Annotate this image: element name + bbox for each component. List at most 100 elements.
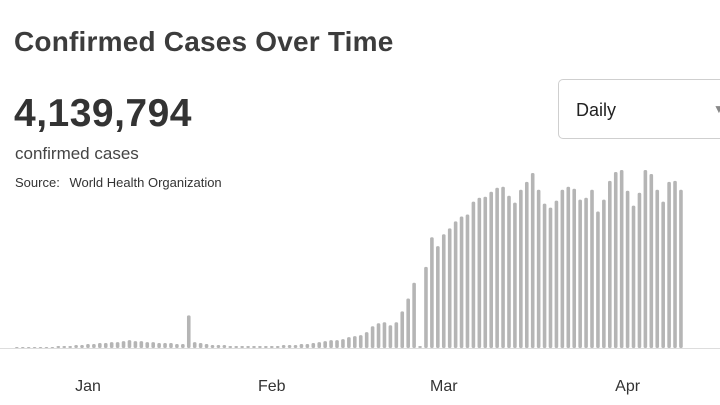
bar-17 <box>115 342 120 348</box>
bar-43 <box>269 346 274 348</box>
bar-45 <box>281 345 286 348</box>
bar-71 <box>436 246 440 348</box>
x-tick-label-jan: Jan <box>75 378 101 395</box>
bar-7 <box>56 346 61 348</box>
bar-47 <box>293 345 298 348</box>
bar-85 <box>519 189 523 348</box>
bar-3 <box>32 347 37 348</box>
bar-111 <box>673 180 677 348</box>
total-cases-label: confirmed cases <box>15 144 139 163</box>
bar-8 <box>62 346 67 348</box>
source-label: Source: <box>15 175 60 190</box>
bar-82 <box>501 186 505 348</box>
bar-53 <box>329 340 333 348</box>
bar-63 <box>388 325 393 348</box>
bar-88 <box>536 189 541 348</box>
x-ticks-group: Jan Feb Mar Apr <box>75 378 641 395</box>
bar-52 <box>323 341 327 348</box>
bar-77 <box>471 201 476 348</box>
bar-51 <box>317 342 322 348</box>
bar-57 <box>353 336 357 348</box>
bar-29 <box>186 315 191 348</box>
bar-40 <box>252 346 256 348</box>
bar-21 <box>139 341 144 348</box>
bar-74 <box>453 221 458 348</box>
bar-83 <box>507 195 511 348</box>
bar-22 <box>145 342 150 348</box>
bar-37 <box>234 346 239 348</box>
x-tick-label-apr: Apr <box>615 378 641 395</box>
bar-58 <box>358 335 363 348</box>
bar-94 <box>572 188 577 348</box>
bar-96 <box>584 197 588 348</box>
bar-64 <box>394 322 399 348</box>
bar-87 <box>530 172 535 348</box>
bar-79 <box>483 196 488 348</box>
bar-33 <box>210 345 215 348</box>
bar-75 <box>459 216 464 348</box>
bar-12 <box>86 344 90 348</box>
bar-25 <box>163 343 167 348</box>
x-tick-label-mar: Mar <box>430 378 458 395</box>
bar-36 <box>228 346 233 348</box>
bar-41 <box>258 346 262 348</box>
bar-60 <box>370 326 375 348</box>
bar-91 <box>554 200 559 348</box>
bars-group <box>15 170 683 348</box>
source-line: Source: World Health Organization <box>15 175 222 190</box>
bar-18 <box>121 341 126 348</box>
bar-61 <box>376 323 381 348</box>
bar-93 <box>566 186 571 348</box>
bar-112 <box>679 189 683 348</box>
bar-56 <box>347 337 351 348</box>
bar-44 <box>275 346 280 348</box>
bar-39 <box>246 346 250 348</box>
bar-59 <box>364 332 369 348</box>
bar-73 <box>447 228 452 348</box>
bar-92 <box>560 189 565 348</box>
bar-80 <box>489 191 493 348</box>
bar-66 <box>406 298 410 348</box>
interval-dropdown[interactable]: Daily ▼ <box>558 79 720 139</box>
bar-72 <box>441 234 446 348</box>
bar-97 <box>590 189 594 348</box>
bar-30 <box>192 342 197 348</box>
bar-86 <box>524 181 529 348</box>
bar-105 <box>637 192 642 348</box>
bar-14 <box>98 343 102 348</box>
bar-19 <box>127 340 132 348</box>
bar-9 <box>68 346 72 348</box>
bar-70 <box>430 237 434 348</box>
chevron-down-icon: ▼ <box>713 102 720 116</box>
bar-46 <box>287 345 292 348</box>
total-cases-value: 4,139,794 <box>14 92 193 135</box>
bar-54 <box>335 340 339 348</box>
x-tick-label-feb: Feb <box>258 378 286 395</box>
chart-title: Confirmed Cases Over Time <box>14 26 394 57</box>
bar-15 <box>103 343 108 348</box>
bar-95 <box>578 199 582 348</box>
bar-108 <box>655 189 660 348</box>
bar-109 <box>661 201 665 348</box>
bar-6 <box>50 347 55 348</box>
bar-99 <box>602 199 606 348</box>
bar-65 <box>400 311 405 348</box>
bar-81 <box>495 187 499 348</box>
bar-98 <box>596 211 600 348</box>
interval-dropdown-value: Daily <box>576 100 617 120</box>
bar-26 <box>169 343 173 348</box>
bar-84 <box>513 202 517 348</box>
bar-35 <box>222 345 227 348</box>
bar-1 <box>20 347 25 348</box>
bar-78 <box>477 197 482 348</box>
bar-103 <box>625 190 630 348</box>
bar-101 <box>613 171 618 348</box>
bar-20 <box>133 341 138 348</box>
bar-31 <box>198 343 203 348</box>
bar-100 <box>608 180 612 348</box>
bar-67 <box>412 282 416 348</box>
bar-5 <box>44 347 49 348</box>
bar-49 <box>305 344 310 348</box>
bar-62 <box>382 322 387 348</box>
bar-48 <box>299 344 304 348</box>
